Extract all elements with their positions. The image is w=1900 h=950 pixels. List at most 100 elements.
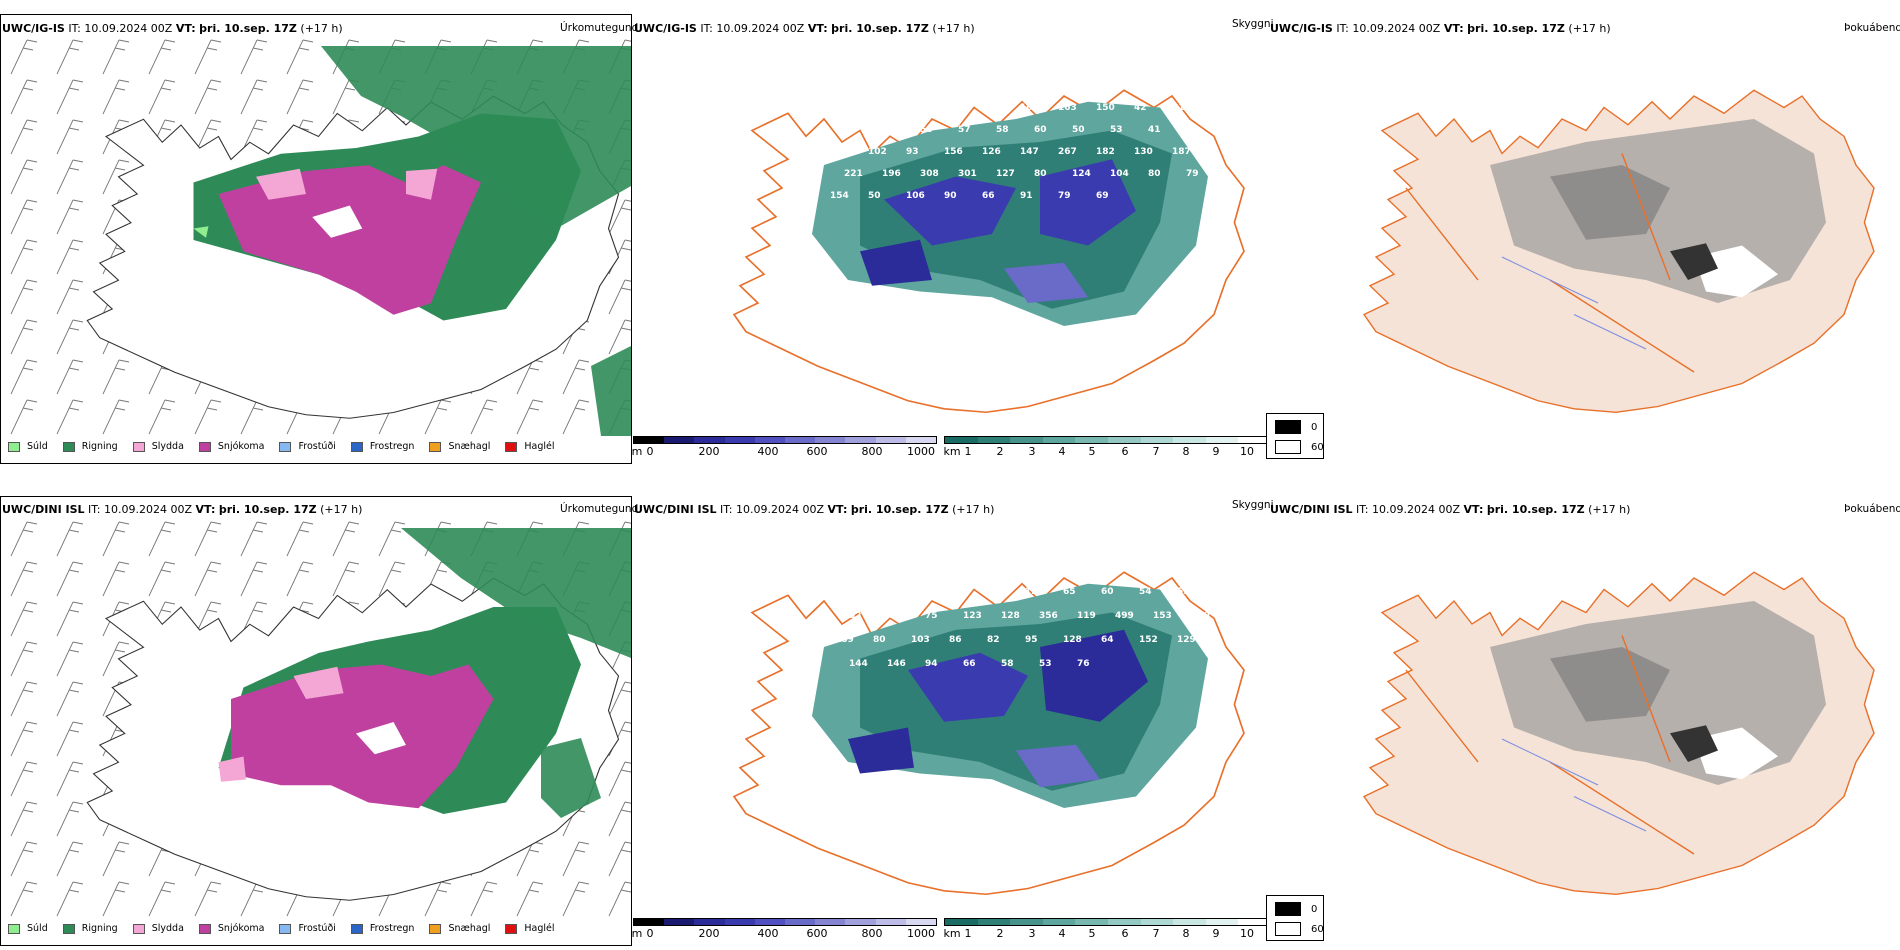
visibility-tick: 5: [1088, 927, 1096, 940]
legend-swatch-sild: [8, 441, 20, 452]
visibility-value-label: 42: [1134, 103, 1147, 113]
visibility-value-label: 267: [1058, 147, 1077, 157]
visibility-value-label: 57: [958, 125, 971, 135]
visibility-value-label: 187: [1172, 147, 1191, 157]
visibility-swatch: [945, 919, 978, 925]
visibility-swatch: [1205, 919, 1239, 925]
visibility-value-label: 80: [1148, 169, 1161, 179]
visibility-value-label: 58: [1001, 659, 1014, 669]
legend-item: Snæhagl: [429, 441, 490, 452]
visibility-swatch: [1238, 437, 1271, 443]
fog-legend-row1: 0 60: [1266, 413, 1324, 459]
visibility-value-label: 103: [911, 635, 930, 645]
elevation-swatch: [634, 437, 665, 443]
fog-panel-title-row2: Þokuábendi: [1844, 503, 1900, 515]
elevation-tick: 200: [698, 445, 720, 458]
fog-swatch-dense: [1275, 902, 1301, 916]
visibility-value-label: 50: [868, 191, 881, 201]
visibility-value-label: 56: [920, 125, 933, 135]
visibility-tick: 1: [964, 927, 972, 940]
visibility-map-row2[interactable]: 130 58 134 60 88 128 65 60 54 53 52 47 75 123 128 356 11…: [660, 522, 1280, 912]
visibility-value-label: 52: [944, 103, 957, 113]
legend-item: Rigning: [62, 923, 118, 934]
visibility-swatch: [1140, 919, 1174, 925]
elevation-swatch: [694, 919, 725, 925]
elevation-swatch: [875, 919, 906, 925]
legend-swatch-slydda: [132, 923, 145, 934]
visibility-value-label: 154: [830, 191, 849, 201]
visibility-value-label: 66: [963, 659, 976, 669]
visibility-swatch: [977, 919, 1011, 925]
visibility-value-label: 110: [1191, 611, 1210, 621]
elevation-swatch: [664, 437, 695, 443]
elevation-swatch: [845, 919, 876, 925]
elevation-swatch: [634, 919, 665, 925]
legend-swatch-frostudi: [279, 923, 292, 934]
elevation-swatch: [785, 437, 816, 443]
visibility-value-label: 95: [830, 147, 843, 157]
legend-item: Haglél: [505, 923, 555, 934]
legend-swatch-slydda: [132, 441, 145, 452]
legend-swatch-snaehagl: [429, 441, 442, 452]
legend-item: Snjókoma: [198, 441, 264, 452]
fog-map-row1[interactable]: [1290, 40, 1890, 430]
visibility-value-label: 221: [844, 169, 863, 179]
visibility-value-label: 163: [1058, 103, 1077, 113]
visibility-value-label: 123: [963, 611, 982, 621]
visibility-swatch: [1238, 919, 1271, 925]
elevation-unit: m: [631, 445, 643, 458]
visibility-map-row1[interactable]: 16 157 181 52 107 100 163 150 42 81 84 66 56 57 58 60 50…: [660, 40, 1280, 430]
visibility-swatch: [945, 437, 978, 443]
legend-swatch-frostudi: [279, 441, 292, 452]
visibility-value-label: 16: [830, 103, 843, 113]
visibility-value-label: 156: [944, 147, 963, 157]
visibility-value-label: 75: [925, 611, 938, 621]
fog-legend-item: 60: [1275, 440, 1324, 454]
visibility-tick: 8: [1182, 445, 1190, 458]
legend-item: Frostúði: [279, 441, 336, 452]
visibility-swatch: [1107, 437, 1141, 443]
visibility-value-label: 104: [1110, 169, 1129, 179]
visibility-value-label: 60: [1101, 587, 1114, 597]
legend-item: Snæhagl: [429, 923, 490, 934]
visibility-value-label: 196: [882, 169, 901, 179]
visibility-tick: 2: [996, 927, 1004, 940]
legend-swatch-sild: [8, 923, 20, 934]
elevation-colorbar-row2: [633, 918, 937, 926]
visibility-tick: 4: [1058, 445, 1066, 458]
elevation-unit: m: [631, 927, 643, 940]
visibility-swatch: [1042, 437, 1076, 443]
fog-swatch-none: [1275, 440, 1301, 454]
visibility-value-label: 128: [1063, 635, 1082, 645]
visibility-value-label: 86: [949, 635, 962, 645]
visibility-tick: 9: [1212, 445, 1220, 458]
legend-item: Rigning: [62, 441, 118, 452]
visibility-value-label: 181: [906, 103, 925, 113]
visibility-value-label: 356: [1039, 611, 1058, 621]
elevation-swatch: [845, 437, 876, 443]
visibility-value-label: 33: [1186, 125, 1199, 135]
visibility-value-label: 80: [1034, 169, 1047, 179]
visibility-value-label: 60: [1034, 125, 1047, 135]
precip-type-map-row2[interactable]: [1, 518, 631, 918]
legend-item: Haglél: [505, 441, 555, 452]
visibility-value-label: 82: [987, 635, 1000, 645]
legend-swatch-rigning: [62, 923, 75, 934]
elevation-swatch: [724, 437, 755, 443]
visibility-value-label: 147: [1020, 147, 1039, 157]
visibility-value-label: 127: [996, 169, 1015, 179]
visibility-value-label: 134: [911, 587, 930, 597]
elevation-tick: 200: [698, 927, 720, 940]
visibility-value-label: 152: [1139, 635, 1158, 645]
precip-type-map-row1[interactable]: [1, 36, 631, 436]
visibility-value-label: 53: [1039, 659, 1052, 669]
visibility-value-label: 102: [868, 147, 887, 157]
visibility-tick: 3: [1028, 927, 1036, 940]
visibility-value-label: 53: [1177, 587, 1190, 597]
fog-map-row2[interactable]: [1290, 522, 1890, 912]
visibility-value-label: 88: [987, 587, 1000, 597]
legend-swatch-frostregn: [350, 923, 363, 934]
elevation-swatch: [905, 919, 937, 925]
visibility-value-label: 54: [1139, 587, 1152, 597]
legend-swatch-frostregn: [350, 441, 363, 452]
